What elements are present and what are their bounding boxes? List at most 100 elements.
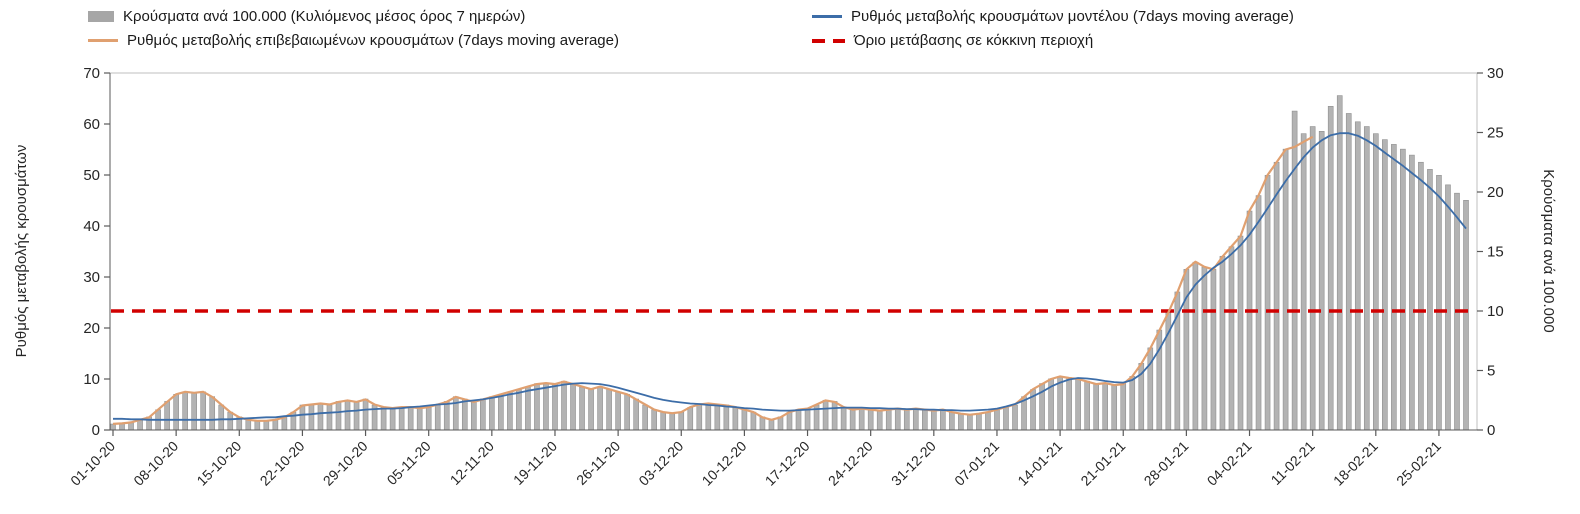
blue-line-swatch-icon [812, 15, 842, 18]
bar [615, 391, 621, 431]
bar [434, 404, 441, 431]
plot-frame [109, 72, 1478, 431]
bar [903, 409, 910, 431]
bar [1354, 121, 1361, 431]
x-axis-tick-label: 26-11-20 [573, 438, 623, 488]
bar [624, 393, 630, 431]
bar [344, 399, 351, 431]
x-axis-tick-label: 04-02-21 [1204, 438, 1255, 489]
bar [642, 404, 648, 431]
right-axis-tick-label: 10 [1487, 303, 1504, 320]
left-axis-tick-label: 70 [83, 65, 100, 82]
legend-item-red-zone-threshold: Όριο μετάβασης σε κόκκινη περιοχή [812, 32, 1294, 49]
bar [191, 392, 197, 431]
bar [921, 409, 928, 431]
bar [1282, 148, 1289, 431]
bar [335, 401, 342, 431]
x-axis-tick-label: 15-10-20 [193, 438, 244, 489]
legend-label-model-rate: Ρυθμός μεταβολής κρουσμάτων μοντέλου (7d… [851, 8, 1294, 25]
bar [885, 409, 892, 431]
bar [1246, 210, 1253, 431]
bar [128, 422, 134, 431]
bar [1066, 377, 1072, 431]
bar [876, 410, 883, 431]
bar [227, 411, 234, 431]
bar [940, 409, 946, 431]
left-axis-tick-label: 60 [83, 116, 100, 133]
left-axis-tick-label: 40 [83, 218, 100, 235]
bar [1400, 148, 1406, 431]
bar [1129, 376, 1136, 431]
bar [443, 401, 450, 431]
bar [516, 389, 522, 431]
bar [949, 411, 955, 431]
right-axis-tick-label: 0 [1487, 422, 1495, 439]
left-axis-tick-label: 30 [83, 269, 100, 286]
bar [651, 409, 658, 431]
right-axis-tick-label: 25 [1487, 125, 1504, 142]
bar [588, 389, 594, 431]
bar [182, 391, 188, 431]
bar [480, 398, 486, 431]
left-axis-tick-label: 10 [83, 371, 100, 388]
bar [967, 414, 973, 431]
bar [1057, 376, 1063, 431]
bar [714, 404, 721, 431]
bar [461, 398, 468, 431]
bar [1427, 169, 1433, 431]
bar [380, 407, 387, 431]
bar [1120, 383, 1127, 431]
legend-label-confirmed-rate: Ρυθμός μεταβολής επιβεβαιωμένων κρουσμάτ… [127, 32, 619, 49]
bar [299, 404, 306, 431]
bar [425, 407, 432, 431]
bar [534, 383, 540, 431]
bar [931, 410, 937, 431]
legend-item-confirmed-rate: Ρυθμός μεταβολής επιβεβαιωμένων κρουσμάτ… [88, 32, 812, 49]
bar [1345, 113, 1352, 431]
bar [498, 393, 504, 431]
bar [795, 409, 802, 431]
bar [362, 398, 369, 431]
bar [1463, 200, 1469, 431]
bar [894, 408, 901, 431]
x-axis-tick-label: 25-02-21 [1393, 438, 1444, 489]
legend-item-model-rate: Ρυθμός μεταβολής κρουσμάτων μοντέλου (7d… [812, 8, 1294, 25]
bar [209, 396, 216, 431]
left-axis-tick-label: 20 [83, 320, 100, 337]
bar [1409, 154, 1415, 431]
bar [976, 413, 982, 431]
legend-label-cases-per-100k: Κρούσματα ανά 100.000 (Κυλιόμενος μέσος … [123, 8, 526, 25]
bar [416, 408, 423, 431]
x-axis-tick-label: 31-12-20 [888, 438, 939, 489]
left-axis-tick-label: 50 [83, 167, 100, 184]
bar [750, 411, 757, 431]
bar [570, 383, 576, 431]
x-axis-tick-label: 08-10-20 [130, 438, 181, 489]
bar [705, 403, 712, 431]
chart-legend: Κρούσματα ανά 100.000 (Κυλιόμενος μέσος … [88, 8, 1294, 49]
x-axis-tick-label: 07-01-21 [951, 438, 1002, 489]
x-axis-tick-label: 03-12-20 [635, 438, 686, 489]
bar [849, 409, 856, 431]
bar [1264, 175, 1271, 431]
x-axis-tick-label: 18-02-21 [1330, 438, 1381, 489]
bar [958, 413, 964, 431]
x-axis-tick-label: 21-01-21 [1077, 438, 1128, 489]
bar [1237, 235, 1244, 431]
bar [1273, 161, 1280, 431]
bar [507, 391, 513, 431]
bar [1391, 144, 1397, 431]
bar [1111, 384, 1118, 431]
red-dashed-line-swatch-icon [812, 38, 845, 43]
bar [1102, 383, 1108, 431]
bar [470, 401, 477, 431]
bar [398, 407, 405, 431]
bar [858, 408, 865, 431]
bar [552, 383, 558, 431]
bar [218, 404, 225, 431]
bar [840, 407, 847, 431]
x-axis-tick-label: 24-12-20 [825, 438, 876, 489]
bar [822, 399, 829, 431]
